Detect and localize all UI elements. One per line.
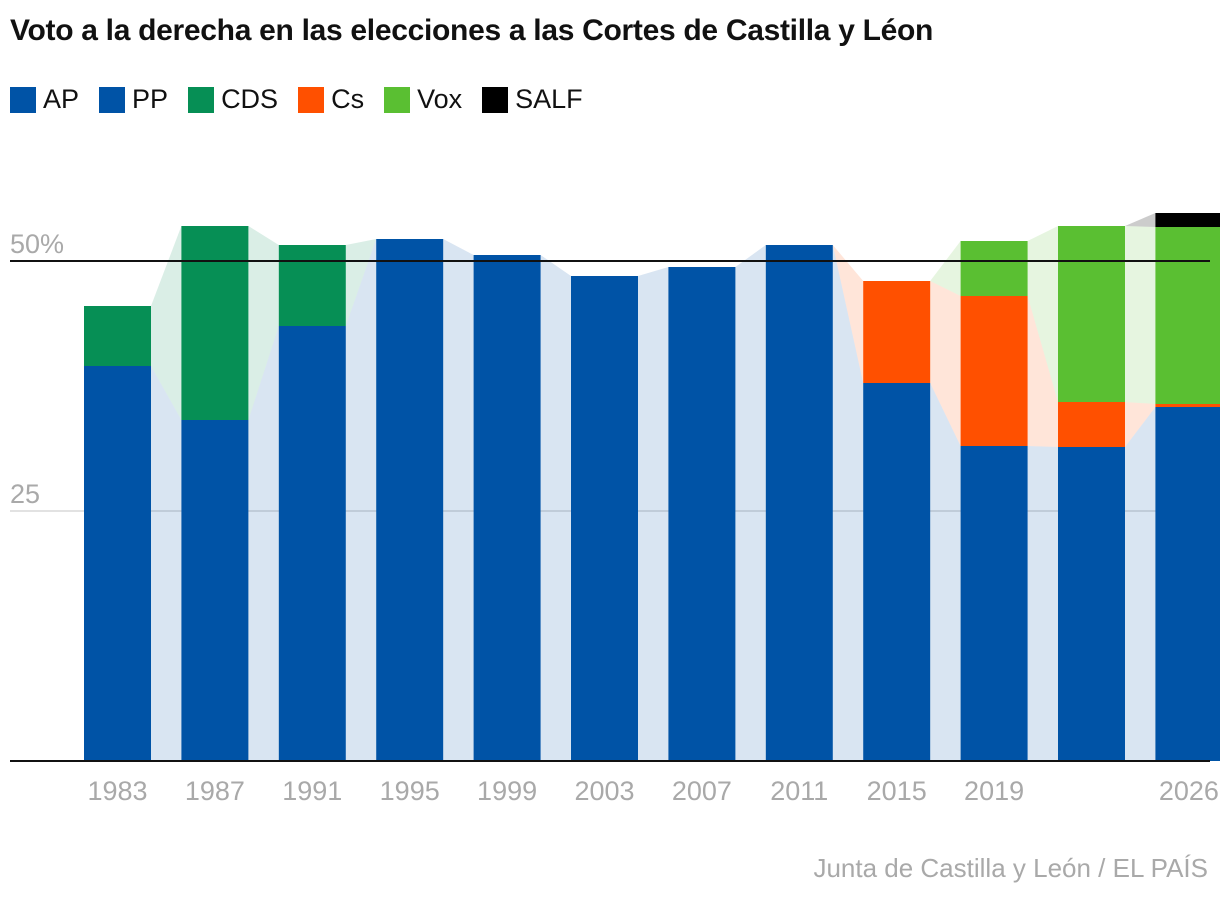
legend-item-cds: CDS	[188, 84, 278, 115]
bar-cs-2022	[1058, 402, 1125, 447]
legend-item-pp: PP	[99, 84, 168, 115]
legend-label-pp: PP	[132, 84, 169, 114]
connector-ap-pp-10	[1125, 407, 1156, 761]
bar-ap-pp-2015	[863, 383, 931, 761]
x-tick-label-2003: 2003	[574, 776, 634, 806]
bar-vox-2022	[1058, 226, 1125, 402]
legend-item-ap: AP	[10, 84, 79, 115]
legend-item-vox: Vox	[384, 84, 462, 115]
legend-swatch-salf	[482, 86, 509, 113]
bar-ap-pp-2019	[960, 446, 1028, 761]
connector-ap-pp-3	[443, 239, 474, 761]
bar-salf-2026	[1155, 213, 1220, 227]
legend-swatch-vox	[384, 86, 411, 113]
connector-salf-10	[1125, 213, 1156, 227]
legend-label-cds: CDS	[221, 84, 279, 114]
connector-cs-9	[1027, 296, 1058, 447]
source-credit: Junta de Castilla y León / EL PAÍS	[813, 853, 1208, 883]
connector-ap-pp-8	[930, 383, 961, 761]
x-tick-label-2026: 2026	[1159, 776, 1219, 806]
connector-ap-pp-9	[1027, 446, 1058, 761]
legend-item-salf: SALF	[482, 84, 583, 115]
chart-title: Voto a la derecha en las elecciones a la…	[10, 14, 934, 47]
legend-label-cs: Cs	[331, 84, 365, 114]
legend-label-ap: AP	[43, 84, 80, 114]
legend-swatch-ap	[10, 86, 36, 113]
connector-vox-9	[1027, 226, 1058, 402]
connector-cs-7	[832, 245, 864, 383]
x-tick-label-2015: 2015	[867, 776, 927, 806]
legend-label-salf: SALF	[515, 84, 583, 114]
legend-item-cs: Cs	[298, 84, 364, 115]
connector-cds-0	[151, 226, 182, 420]
connector-cs-10	[1125, 402, 1156, 447]
bar-ap-pp-2026	[1155, 407, 1220, 761]
legend-swatch-cds	[188, 86, 215, 113]
legend-swatch-pp	[99, 86, 126, 113]
connector-ap-pp-2	[345, 239, 377, 761]
bar-ap-pp-2003	[571, 276, 638, 761]
connector-vox-10	[1125, 226, 1156, 404]
bar-ap-pp-1987	[181, 420, 249, 761]
y-tick-label-25: 25	[10, 479, 40, 509]
connector-ap-pp-1	[248, 326, 279, 761]
x-tick-label-2007: 2007	[672, 776, 732, 806]
bar-ap-pp-1995	[376, 239, 444, 761]
bar-ap-pp-2022	[1058, 447, 1125, 761]
connector-ap-pp-5	[638, 267, 669, 761]
connector-ap-pp-0	[151, 366, 182, 761]
bar-cds-1991	[278, 245, 346, 326]
x-tick-label-1987: 1987	[185, 776, 245, 806]
x-tick-label-2011: 2011	[770, 776, 828, 806]
bar-cds-1983	[84, 306, 151, 366]
x-tick-label-1995: 1995	[380, 776, 440, 806]
x-tick-label-2019: 2019	[964, 776, 1024, 806]
y-tick-label-50%: 50%	[10, 229, 64, 259]
bar-cds-1987	[181, 226, 249, 420]
bar-ap-pp-1991	[278, 326, 346, 761]
bar-vox-2019	[960, 241, 1028, 296]
x-tick-label-1983: 1983	[87, 776, 147, 806]
connector-cs-8	[930, 281, 961, 446]
bar-ap-pp-2011	[765, 245, 833, 761]
x-tick-label-1991: 1991	[282, 776, 342, 806]
bar-ap-pp-1999	[473, 255, 541, 761]
connector-cds-1	[248, 226, 279, 420]
bar-ap-pp-1983	[84, 366, 151, 761]
legend-swatch-cs	[298, 86, 325, 113]
legend-label-vox: Vox	[417, 84, 463, 114]
legend: AP PP CDS Cs Vox SALF	[10, 84, 603, 115]
bar-vox-2026	[1155, 227, 1220, 404]
x-tick-label-1999: 1999	[477, 776, 537, 806]
bar-cs-2026	[1155, 404, 1220, 407]
bar-ap-pp-2007	[668, 267, 736, 761]
connector-ap-pp-6	[735, 245, 766, 761]
bar-cs-2019	[960, 296, 1028, 446]
connector-ap-pp-7	[832, 245, 864, 761]
connector-ap-pp-4	[540, 255, 571, 761]
bar-cs-2015	[863, 281, 931, 383]
connector-vox-8	[930, 241, 961, 296]
